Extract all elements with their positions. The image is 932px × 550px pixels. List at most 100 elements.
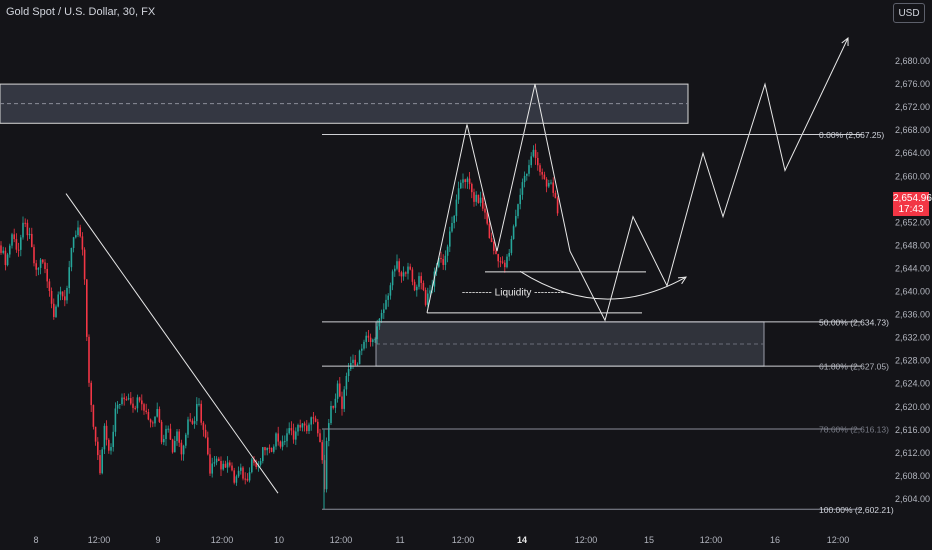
candle-body xyxy=(37,267,40,270)
y-tick-label: 2,628.00 xyxy=(895,356,930,366)
y-tick-label: 2,672.00 xyxy=(895,102,930,112)
arc-arrow-head xyxy=(677,276,687,285)
candle-body xyxy=(15,239,18,250)
candle-body xyxy=(372,339,374,343)
candle-body xyxy=(383,309,385,313)
candle-body xyxy=(88,336,90,383)
candle-body xyxy=(297,424,299,432)
fib-label: 78.60% (2,616.13) xyxy=(819,425,889,435)
candle-body xyxy=(444,255,447,265)
candle-body xyxy=(68,267,70,289)
candle-body xyxy=(4,250,7,266)
candle-body xyxy=(347,369,350,377)
candle-body xyxy=(471,183,473,193)
x-tick-label: 12:00 xyxy=(88,535,111,545)
candle-body xyxy=(273,446,275,452)
x-tick-label: 12:00 xyxy=(452,535,475,545)
candle-body xyxy=(528,165,530,174)
candle-body xyxy=(64,296,66,301)
x-tick-label: 12:00 xyxy=(827,535,850,545)
y-tick-label: 2,624.00 xyxy=(895,379,930,389)
candle-body xyxy=(312,417,315,419)
candle-body xyxy=(279,441,282,447)
x-tick-label: 10 xyxy=(274,535,284,545)
candle-body xyxy=(35,263,37,270)
candle-body xyxy=(361,348,363,351)
candle-body xyxy=(165,428,167,440)
candle-body xyxy=(215,458,218,463)
candle-body xyxy=(152,422,154,424)
candle-body xyxy=(457,188,460,200)
candle-body xyxy=(464,179,466,183)
candle-body xyxy=(72,237,75,248)
candle-body xyxy=(398,261,400,273)
candle-body xyxy=(61,291,64,297)
candle-body xyxy=(460,182,462,189)
y-tick-label: 2,620.00 xyxy=(895,402,930,412)
candle-body xyxy=(517,204,519,217)
candle-body xyxy=(90,382,92,406)
candle-body xyxy=(176,431,178,441)
candle-body xyxy=(365,335,367,342)
candle-body xyxy=(424,289,427,305)
candle-body xyxy=(556,198,559,214)
candle-body xyxy=(143,404,145,411)
candle-body xyxy=(59,291,62,295)
y-tick-label: 2,680.00 xyxy=(895,56,930,66)
candle-body xyxy=(178,431,180,443)
candle-body xyxy=(83,249,86,280)
drawings: --------- Liquidity --------- xyxy=(65,36,849,494)
candle-body xyxy=(264,447,266,451)
candle-body xyxy=(543,174,546,180)
candle-body xyxy=(13,234,15,240)
y-tick-label: 2,676.00 xyxy=(895,79,930,89)
candle-body xyxy=(235,476,238,483)
candle-body xyxy=(277,433,279,442)
candle-body xyxy=(501,261,504,263)
candle-body xyxy=(39,259,42,268)
y-tick-label: 2,668.00 xyxy=(895,125,930,135)
candle-body xyxy=(242,467,244,479)
candle-body xyxy=(259,461,262,465)
fib-label: 50.00% (2,634.73) xyxy=(819,317,889,327)
reversal-arc xyxy=(519,270,687,300)
candle-body xyxy=(211,463,213,474)
candle-body xyxy=(169,428,172,440)
candle-body xyxy=(539,165,541,172)
candle-body xyxy=(440,258,442,260)
last-price: 2,654.96 xyxy=(893,193,932,204)
candle-body xyxy=(385,299,387,310)
candle-body xyxy=(554,192,557,199)
candle-body xyxy=(413,281,416,291)
candle-body xyxy=(248,472,251,481)
fib-label: 0.00% (2,667.25) xyxy=(819,130,884,140)
candle-body xyxy=(325,440,328,490)
candle-body xyxy=(42,259,44,263)
candle-body xyxy=(275,433,277,447)
candle-body xyxy=(288,428,290,434)
candle-body xyxy=(138,397,141,401)
candle-body xyxy=(198,403,200,405)
candle-body xyxy=(33,247,35,264)
candle-body xyxy=(521,182,524,195)
candle-body xyxy=(22,222,24,238)
candle-body xyxy=(429,290,431,294)
candle-body xyxy=(147,412,150,420)
x-tick-label: 12:00 xyxy=(700,535,723,545)
currency-button[interactable]: USD xyxy=(893,3,925,23)
candle-body xyxy=(354,359,356,366)
candle-body xyxy=(262,447,264,462)
candle-body xyxy=(442,259,444,265)
projection-arrow-head xyxy=(841,36,849,47)
zones xyxy=(0,83,765,367)
x-tick-label: 16 xyxy=(770,535,780,545)
candle-body xyxy=(510,238,513,253)
candle-body xyxy=(493,242,495,251)
candle-body xyxy=(299,424,301,428)
candle-body xyxy=(81,236,84,250)
candle-body xyxy=(55,306,57,317)
candle-body xyxy=(541,171,543,175)
candle-body xyxy=(191,420,194,424)
candle-body xyxy=(532,149,535,157)
